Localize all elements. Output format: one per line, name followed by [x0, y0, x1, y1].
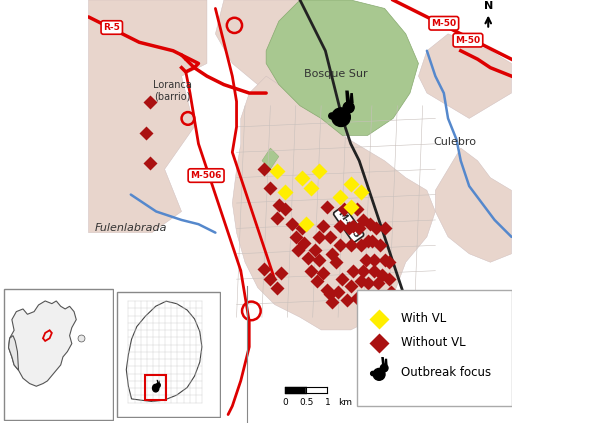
Text: Bosque Sur: Bosque Sur	[304, 69, 368, 79]
Polygon shape	[345, 91, 350, 103]
Circle shape	[152, 384, 159, 392]
Polygon shape	[88, 0, 207, 233]
Text: Culebro: Culebro	[433, 137, 476, 147]
Text: km: km	[338, 398, 352, 407]
Text: M-506: M-506	[190, 171, 222, 180]
Text: 0.5: 0.5	[299, 398, 314, 407]
Text: R-5: R-5	[103, 23, 120, 32]
FancyBboxPatch shape	[357, 290, 511, 406]
Polygon shape	[215, 0, 334, 93]
FancyBboxPatch shape	[117, 292, 220, 417]
Polygon shape	[262, 148, 279, 169]
FancyBboxPatch shape	[4, 289, 113, 420]
Polygon shape	[418, 34, 511, 118]
Circle shape	[380, 364, 388, 372]
Polygon shape	[232, 76, 436, 330]
Text: Loranca
(barrio): Loranca (barrio)	[153, 80, 191, 102]
Text: Without VL: Without VL	[401, 336, 466, 349]
Polygon shape	[349, 93, 354, 103]
Circle shape	[157, 383, 160, 387]
Text: N: N	[484, 0, 493, 11]
Polygon shape	[157, 380, 158, 383]
Text: Fulenlabrada: Fulenlabrada	[95, 223, 167, 233]
Polygon shape	[8, 335, 19, 370]
Circle shape	[329, 113, 335, 119]
Text: Outbreak focus: Outbreak focus	[401, 366, 491, 379]
Polygon shape	[381, 357, 385, 365]
Polygon shape	[385, 359, 388, 365]
Text: With VL: With VL	[401, 312, 446, 325]
Text: M-50: M-50	[431, 19, 457, 28]
Polygon shape	[436, 148, 511, 262]
Circle shape	[373, 368, 385, 380]
Text: 1: 1	[325, 398, 331, 407]
Polygon shape	[158, 381, 160, 383]
Circle shape	[343, 102, 354, 113]
Text: M-50: M-50	[455, 36, 481, 45]
Circle shape	[371, 371, 375, 376]
Circle shape	[332, 108, 350, 126]
Polygon shape	[266, 0, 418, 135]
Polygon shape	[127, 301, 202, 401]
Text: 0: 0	[283, 398, 288, 407]
Polygon shape	[8, 301, 76, 386]
Text: M-405: M-405	[336, 209, 361, 240]
